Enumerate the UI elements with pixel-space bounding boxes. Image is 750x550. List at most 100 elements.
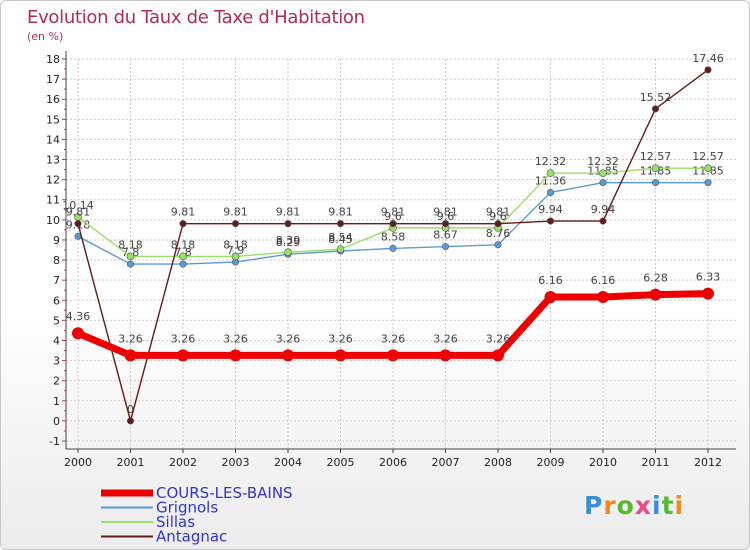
y-tick-label: -1 <box>49 435 60 448</box>
data-label-antagnac: 9.81 <box>486 206 511 219</box>
data-point-grignols <box>179 260 187 268</box>
y-tick-label: 16 <box>46 93 60 106</box>
data-point-cours-les-bains <box>387 349 399 362</box>
series-cours-les-bains: 4.36 3.26 3.26 3.26 3.26 3.26 3.26 3.26 3.26 6.16… <box>66 271 721 362</box>
x-tick-label: 2002 <box>169 456 197 469</box>
data-label-grignols: 8.67 <box>433 229 458 242</box>
data-label-cours-les-bains: 3.26 <box>381 332 406 345</box>
data-label-sillas: 9.6 <box>384 210 402 223</box>
data-label-cours-les-bains: 3.26 <box>223 332 248 345</box>
data-label-antagnac: 9.81 <box>223 206 248 219</box>
data-point-sillas <box>284 248 292 257</box>
data-point-antagnac <box>336 220 344 228</box>
data-label-antagnac: 9.81 <box>328 206 353 219</box>
data-point-cours-les-bains <box>439 349 452 362</box>
data-point-cours-les-bains <box>282 349 294 362</box>
y-tick-label: 13 <box>46 154 60 167</box>
y-tick-label: 15 <box>46 113 60 126</box>
data-label-cours-les-bains: 6.28 <box>643 272 668 285</box>
data-label-sillas: 12.57 <box>692 150 724 163</box>
data-label-sillas: 8.18 <box>223 238 248 251</box>
series-sillas: 10.14 8.18 8.18 8.18 8.39 8.54 9.6 9.6 9.6 12.32 1… <box>62 150 724 261</box>
data-point-grignols <box>127 260 135 268</box>
x-tick-label: 2005 <box>327 456 355 469</box>
data-label-sillas: 8.18 <box>118 238 143 251</box>
data-point-cours-les-bains <box>544 291 557 304</box>
data-label-grignols: 8.45 <box>328 233 353 246</box>
data-label-antagnac: 17.46 <box>692 52 724 65</box>
data-label-antagnac: 0 <box>127 403 134 416</box>
data-label-antagnac: 15.52 <box>640 91 672 104</box>
data-label-grignols: 11.36 <box>535 174 567 187</box>
x-tick-label: 2001 <box>117 456 145 469</box>
x-tick-label: 2012 <box>694 456 722 469</box>
data-label-sillas: 12.32 <box>535 155 567 168</box>
data-point-sillas <box>599 169 607 177</box>
data-label-grignols: 8.29 <box>276 236 301 249</box>
data-label-cours-les-bains: 3.26 <box>486 332 511 345</box>
data-point-antagnac <box>179 220 187 228</box>
data-point-grignols <box>546 188 554 196</box>
data-point-cours-les-bains <box>72 327 84 340</box>
data-point-grignols <box>704 179 712 187</box>
data-point-antagnac <box>74 220 82 228</box>
y-tick-label: 0 <box>53 415 60 428</box>
y-tick-label: 9 <box>53 234 60 247</box>
data-label-antagnac: 9.94 <box>591 203 616 216</box>
data-label-cours-les-bains: 6.16 <box>591 274 616 287</box>
data-point-sillas <box>126 252 135 261</box>
x-tick-label: 2008 <box>484 456 512 469</box>
data-label-antagnac: 9.81 <box>381 206 406 219</box>
data-label-antagnac: 9.81 <box>276 206 301 219</box>
data-point-cours-les-bains <box>492 349 504 362</box>
y-tick-label: 14 <box>46 133 60 146</box>
series-grignols: 9.187.87.87.98.298.458.588.678.7611.3611… <box>66 165 724 268</box>
data-point-antagnac <box>232 220 240 228</box>
data-point-cours-les-bains <box>702 287 714 300</box>
y-tick-label: 5 <box>53 314 60 327</box>
y-tick-label: 18 <box>46 53 60 66</box>
x-tick-label: 2010 <box>589 456 617 469</box>
data-label-sillas: 12.57 <box>640 150 672 163</box>
x-tick-label: 2011 <box>642 456 670 469</box>
data-point-grignols <box>441 243 449 251</box>
y-tick-label: 2 <box>53 375 60 388</box>
x-tick-label: 2009 <box>537 456 565 469</box>
data-label-grignols: 8.58 <box>381 230 406 243</box>
data-point-antagnac <box>441 220 449 228</box>
x-tick-label: 2007 <box>432 456 460 469</box>
data-label-sillas: 9.6 <box>489 210 507 223</box>
data-label-cours-les-bains: 6.33 <box>696 271 721 284</box>
legend-label-cours-les-bains: COURS-LES-BAINS <box>156 484 293 502</box>
data-label-sillas: 12.32 <box>587 155 619 168</box>
data-point-antagnac <box>494 220 502 228</box>
data-point-cours-les-bains <box>649 288 662 301</box>
proxiti-logo: Proxiti <box>584 491 685 520</box>
data-point-cours-les-bains <box>597 291 609 304</box>
data-label-cours-les-bains: 3.26 <box>328 332 353 345</box>
data-label-cours-les-bains: 3.26 <box>118 332 143 345</box>
data-point-sillas <box>704 164 712 172</box>
data-point-antagnac <box>389 220 397 228</box>
data-label-cours-les-bains: 4.36 <box>66 310 91 323</box>
data-label-antagnac: 9.81 <box>66 206 91 219</box>
chart-subtitle: (en %) <box>27 30 64 43</box>
data-label-antagnac: 9.94 <box>538 203 563 216</box>
data-point-grignols <box>651 179 659 187</box>
legend-label-sillas: Sillas <box>156 513 195 531</box>
data-label-sillas: 8.18 <box>171 238 196 251</box>
data-point-cours-les-bains <box>124 349 137 362</box>
y-tick-label: 12 <box>46 174 60 187</box>
data-label-cours-les-bains: 3.26 <box>276 332 301 345</box>
data-point-sillas <box>336 245 345 253</box>
y-tick-label: 4 <box>53 334 60 347</box>
data-label-cours-les-bains: 6.16 <box>538 274 563 287</box>
y-tick-label: 10 <box>46 214 60 227</box>
data-point-grignols <box>389 244 397 252</box>
y-tick-label: 6 <box>53 294 60 307</box>
data-point-cours-les-bains <box>177 349 189 362</box>
data-label-sillas: 9.6 <box>437 210 455 223</box>
legend-label-grignols: Grignols <box>156 499 218 517</box>
data-point-grignols <box>494 241 502 249</box>
